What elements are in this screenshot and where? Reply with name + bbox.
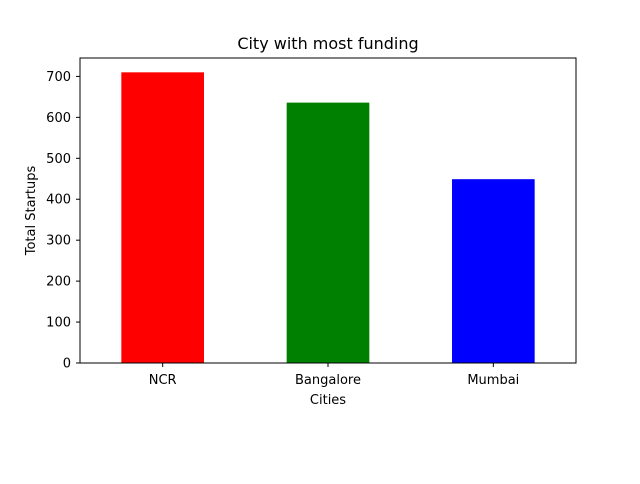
x-tick-label: NCR xyxy=(149,373,177,388)
x-axis: NCR Bangalore Mumbai xyxy=(149,363,519,388)
bar-bangalore xyxy=(286,102,370,364)
y-tick-label: 100 xyxy=(46,316,71,331)
bars-group xyxy=(121,72,535,364)
x-axis-label: Cities xyxy=(310,393,346,408)
x-tick-label: Bangalore xyxy=(295,373,361,388)
y-tick-label: 300 xyxy=(46,234,71,249)
y-tick-label: 0 xyxy=(63,357,71,372)
bar-ncr xyxy=(121,72,204,363)
y-axis: 0 100 200 300 400 500 600 700 xyxy=(46,70,80,372)
bar-mumbai xyxy=(452,179,535,363)
chart-title: City with most funding xyxy=(237,34,418,53)
y-tick-label: 200 xyxy=(46,275,71,290)
y-tick-label: 700 xyxy=(46,70,71,85)
y-axis-label: Total Startups xyxy=(24,166,39,257)
x-tick-label: Mumbai xyxy=(467,373,519,388)
y-tick-label: 400 xyxy=(46,193,71,208)
y-tick-label: 600 xyxy=(46,111,71,126)
y-tick-label: 500 xyxy=(46,152,71,167)
axes-frame xyxy=(79,57,577,364)
